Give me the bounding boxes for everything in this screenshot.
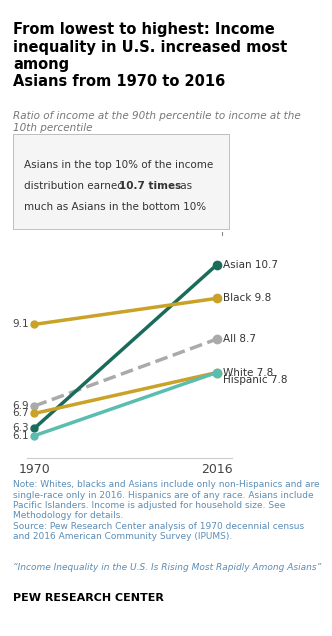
Text: distribution earned: distribution earned: [24, 181, 127, 191]
Text: 9.1: 9.1: [12, 319, 29, 329]
Text: 6.7: 6.7: [12, 408, 29, 418]
Text: Hispanic 7.8: Hispanic 7.8: [222, 375, 287, 385]
Text: Ratio of income at the 90th percentile to income at the
10th percentile: Ratio of income at the 90th percentile t…: [13, 111, 301, 133]
Text: Black 9.8: Black 9.8: [222, 293, 271, 303]
Text: All 8.7: All 8.7: [222, 334, 256, 344]
Text: much as Asians in the bottom 10%: much as Asians in the bottom 10%: [24, 202, 206, 212]
Text: Asian 10.7: Asian 10.7: [222, 260, 278, 270]
FancyBboxPatch shape: [13, 134, 229, 229]
Text: White 7.8: White 7.8: [222, 368, 273, 378]
Text: 10.7 times: 10.7 times: [119, 181, 181, 191]
Text: 6.1: 6.1: [12, 431, 29, 441]
Text: PEW RESEARCH CENTER: PEW RESEARCH CENTER: [13, 593, 164, 603]
Text: 6.3: 6.3: [12, 423, 29, 433]
Text: Asians in the top 10% of the income: Asians in the top 10% of the income: [24, 160, 213, 170]
Text: Note: Whites, blacks and Asians include only non-Hispanics and are
single-race o: Note: Whites, blacks and Asians include …: [13, 480, 320, 541]
Text: “Income Inequality in the U.S. Is Rising Most Rapidly Among Asians”: “Income Inequality in the U.S. Is Rising…: [13, 563, 321, 572]
Text: From lowest to highest: Income
inequality in U.S. increased most among
Asians fr: From lowest to highest: Income inequalit…: [13, 22, 288, 90]
Text: as: as: [177, 181, 193, 191]
Text: 6.9: 6.9: [12, 401, 29, 411]
